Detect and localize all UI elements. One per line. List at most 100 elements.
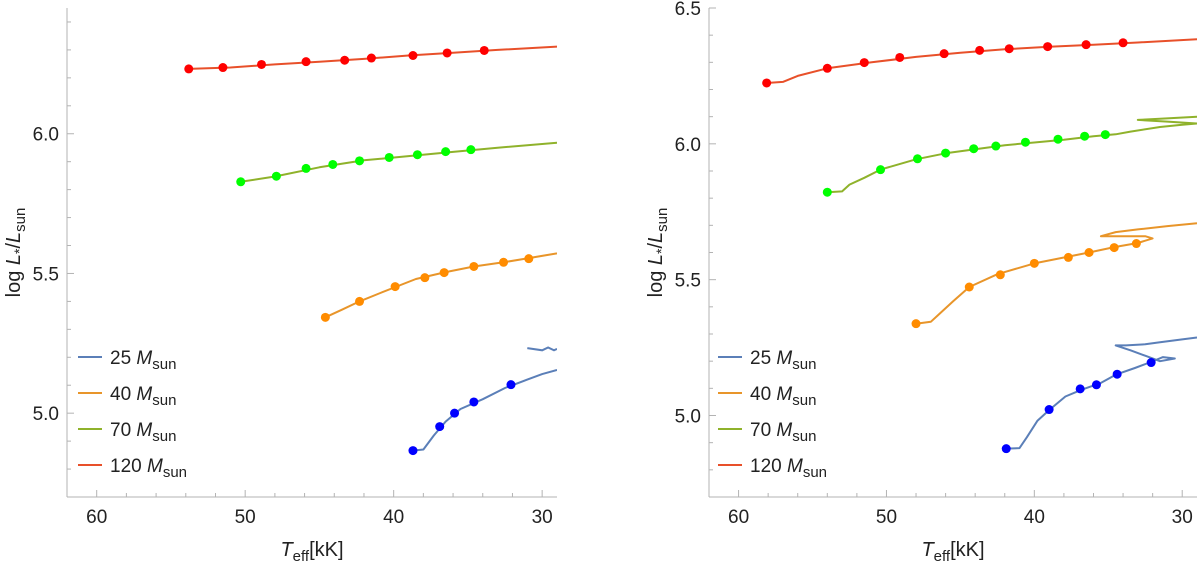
data-point (499, 257, 509, 267)
data-point (859, 58, 869, 68)
data-point (1020, 137, 1030, 147)
chart-panel-2: 60 50 40 30 5.0 5.5 6.0 6.5 25 Msun 40 Msun 70 Msu… (645, 0, 1197, 564)
data-point (184, 64, 194, 74)
data-point (524, 254, 534, 264)
data-point (1075, 384, 1085, 394)
data-point (420, 273, 430, 283)
y-tick-label: 5.5 (33, 264, 59, 285)
data-point (1004, 44, 1014, 54)
y-tick-label: 5.5 (675, 271, 701, 292)
data-point (355, 296, 365, 306)
plot-area (184, 45, 557, 456)
data-point (969, 144, 979, 154)
x-tick-label: 50 (235, 507, 256, 528)
data-point (301, 57, 311, 67)
series-line-70 (827, 115, 1197, 194)
data-point (506, 380, 516, 390)
legend-label: 25 Msun (750, 348, 816, 373)
data-point (408, 446, 418, 456)
data-point (439, 268, 449, 278)
x-tick-label: 30 (532, 507, 553, 528)
data-point (469, 261, 479, 271)
data-point (1029, 258, 1039, 268)
data-point (384, 152, 394, 162)
x-tick-label: 60 (728, 507, 749, 528)
y-tick-label: 6.5 (675, 0, 701, 20)
legend-label: 40 Msun (110, 384, 176, 409)
series-line-segment-25 (527, 346, 557, 352)
data-point (469, 397, 479, 407)
data-point (1043, 42, 1053, 52)
series-line-25 (412, 368, 557, 452)
data-point (895, 52, 905, 62)
x-tick-label: 40 (383, 507, 404, 528)
plot-area (762, 38, 1197, 454)
data-point (1063, 252, 1073, 262)
data-point (236, 177, 246, 187)
data-point (1084, 248, 1094, 257)
data-point (1112, 369, 1122, 379)
x-tick-label: 50 (876, 507, 897, 528)
data-point (822, 187, 832, 197)
series-line-70 (240, 141, 557, 183)
data-point (876, 165, 886, 175)
y-axis-label: log L*/Lsun (645, 208, 671, 298)
legend-label: 120 Msun (750, 456, 827, 481)
data-point (340, 55, 350, 65)
series-line-40 (324, 252, 557, 319)
x-axis-label: Teff[kK] (280, 539, 343, 564)
data-point (1109, 243, 1119, 253)
data-point (1146, 358, 1156, 368)
data-point (911, 319, 921, 329)
y-axis-label: log L*/Lsun (3, 208, 29, 298)
legend: 25 Msun 40 Msun 70 Msun 120 Msun (78, 348, 187, 481)
data-point (466, 145, 476, 155)
y-tick-label: 5.0 (675, 407, 701, 428)
x-tick-label: 40 (1024, 507, 1045, 528)
data-point (328, 159, 338, 169)
data-point (1100, 130, 1110, 140)
data-point (1081, 40, 1091, 50)
legend-label: 25 Msun (110, 348, 176, 373)
data-point (1080, 131, 1090, 141)
data-point (412, 150, 422, 160)
y-tick-label: 5.0 (33, 404, 59, 425)
y-tick-label: 6.0 (675, 135, 701, 156)
data-point (1001, 444, 1011, 454)
data-point (941, 148, 951, 158)
data-point (271, 171, 281, 181)
x-tick-label: 60 (86, 507, 107, 528)
data-point (218, 63, 228, 73)
data-point (991, 141, 1001, 151)
data-point (1091, 380, 1101, 390)
legend-label: 40 Msun (750, 384, 816, 409)
series-line-120 (766, 38, 1197, 84)
data-point (408, 51, 418, 61)
data-point (939, 49, 949, 59)
series-line-40 (915, 222, 1197, 325)
legend: 25 Msun 40 Msun 70 Msun 120 Msun (718, 348, 827, 481)
data-point (479, 45, 489, 55)
data-point (762, 78, 772, 88)
legend-label: 70 Msun (110, 420, 176, 445)
data-point (257, 59, 267, 69)
data-point (390, 282, 400, 292)
legend-label: 120 Msun (110, 456, 187, 481)
data-point (995, 270, 1005, 280)
legend-label: 70 Msun (750, 420, 816, 445)
series-line-25 (1006, 336, 1197, 450)
data-point (450, 408, 460, 418)
data-point (442, 48, 452, 58)
y-tick-label: 6.0 (33, 125, 59, 146)
data-point (441, 147, 451, 157)
data-point (1053, 134, 1063, 144)
data-point (822, 63, 832, 73)
x-axis-label: Teff[kK] (921, 539, 984, 564)
data-point (964, 282, 974, 292)
data-point (1044, 405, 1054, 415)
chart-panel-1: 60 50 40 30 5.0 5.5 6.0 25 Msun 40 Msun 70 Msun 12… (3, 8, 557, 564)
data-point (975, 45, 985, 55)
x-tick-label: 30 (1172, 507, 1193, 528)
data-point (320, 312, 330, 322)
